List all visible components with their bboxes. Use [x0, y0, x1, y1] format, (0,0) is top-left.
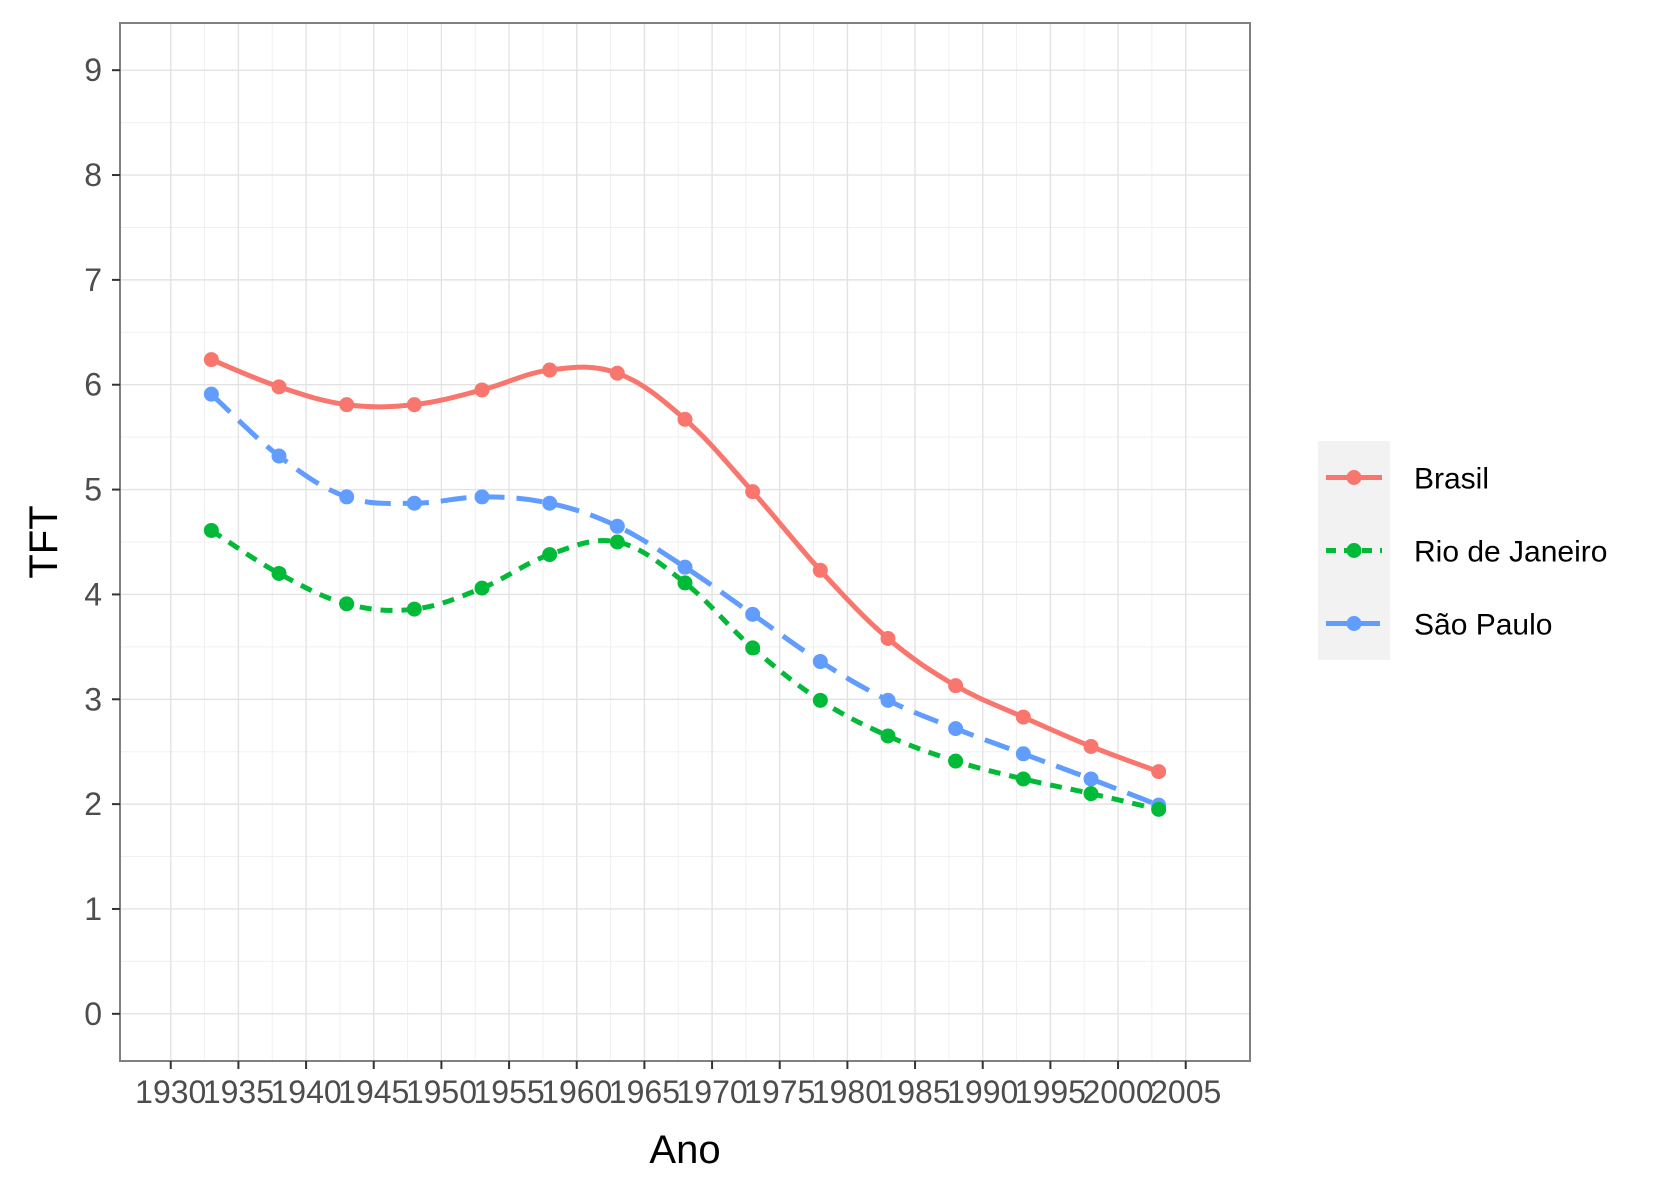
y-tick-label: 8 [84, 157, 102, 193]
x-tick-label: 1955 [473, 1074, 544, 1110]
data-point [271, 448, 287, 464]
legend-point [1346, 616, 1362, 631]
data-point [812, 562, 828, 578]
data-point [677, 575, 693, 591]
x-axis-title: Ano [649, 1128, 720, 1172]
data-point [203, 386, 219, 402]
y-tick-label: 6 [84, 367, 102, 403]
x-tick-label: 1935 [203, 1074, 274, 1110]
data-point [474, 580, 490, 596]
y-tick-label: 5 [84, 472, 102, 508]
data-point [1151, 801, 1167, 817]
data-point [880, 728, 896, 744]
x-tick-label: 1965 [609, 1074, 680, 1110]
data-point [609, 534, 625, 550]
grid-minor [120, 23, 1250, 1061]
series-sao-paulo [203, 386, 1167, 813]
data-point [745, 606, 761, 622]
data-point [474, 382, 490, 398]
x-tick-label: 1940 [270, 1074, 341, 1110]
x-tick-label: 1990 [947, 1074, 1018, 1110]
data-point [542, 362, 558, 378]
x-tick-label: 1945 [338, 1074, 409, 1110]
data-point [948, 753, 964, 769]
y-tick-label: 0 [84, 996, 102, 1032]
series-line-sao-paulo [209, 392, 1160, 808]
data-point [677, 559, 693, 575]
series-line-brasil [210, 357, 1160, 774]
x-tick-label: 1975 [744, 1074, 815, 1110]
data-point [406, 397, 422, 413]
data-point [406, 601, 422, 617]
data-point [271, 565, 287, 581]
panel-border [119, 22, 1251, 1062]
data-point [203, 352, 219, 368]
data-point [339, 489, 355, 505]
x-tick-label: 1930 [135, 1074, 206, 1110]
data-point [745, 484, 761, 500]
data-point [880, 692, 896, 708]
y-tick-label: 7 [84, 262, 102, 298]
x-tick-label: 1995 [1015, 1074, 1086, 1110]
data-point [948, 678, 964, 694]
data-point [677, 411, 693, 427]
data-point [1151, 764, 1167, 780]
data-point [542, 547, 558, 563]
x-tick-label: 1960 [541, 1074, 612, 1110]
data-point [609, 518, 625, 534]
data-point [609, 365, 625, 381]
legend-item-sao-paulo: São Paulo [1326, 609, 1552, 642]
legend-item-brasil: Brasil [1326, 463, 1489, 496]
x-tick-label: 1985 [879, 1074, 950, 1110]
legend-label: São Paulo [1414, 609, 1552, 642]
y-tick-label: 4 [84, 576, 102, 612]
legend: Brasil Rio de Janeiro São Paulo [1318, 441, 1607, 660]
data-point [339, 596, 355, 612]
data-point [812, 654, 828, 670]
legend-point [1346, 543, 1362, 558]
data-point [339, 397, 355, 413]
data-point [474, 489, 490, 505]
data-point [1015, 709, 1031, 725]
x-axis-ticks: 1930193519401945195019551960196519701975… [135, 1061, 1221, 1110]
series-rio-de-janeiro [203, 522, 1167, 817]
data-point [1083, 738, 1099, 754]
data-point [880, 630, 896, 646]
x-tick-label: 1980 [812, 1074, 883, 1110]
series-line-rio-de-janeiro [210, 528, 1160, 812]
y-tick-label: 1 [84, 891, 102, 927]
data-point [1015, 746, 1031, 762]
y-tick-label: 9 [84, 52, 102, 88]
data-point [812, 692, 828, 708]
data-point [271, 379, 287, 395]
data-point [745, 640, 761, 656]
series-brasil [203, 352, 1167, 780]
y-tick-label: 3 [84, 681, 102, 717]
legend-label: Brasil [1414, 463, 1489, 496]
legend-label: Rio de Janeiro [1414, 536, 1607, 569]
y-tick-label: 2 [84, 786, 102, 822]
data-point [203, 522, 219, 538]
x-tick-label: 2005 [1150, 1074, 1221, 1110]
x-tick-label: 2000 [1082, 1074, 1153, 1110]
legend-item-rio-de-janeiro: Rio de Janeiro [1326, 536, 1607, 569]
y-axis-ticks: 0 1 2 3 4 5 6 7 8 9 [84, 52, 120, 1032]
data-point [406, 495, 422, 511]
x-tick-label: 1970 [676, 1074, 747, 1110]
y-axis-title: TFT [22, 505, 66, 578]
series-layer [203, 352, 1167, 817]
data-point [542, 495, 558, 511]
data-point [1083, 771, 1099, 787]
data-point [1015, 771, 1031, 787]
data-point [948, 721, 964, 737]
legend-point [1346, 470, 1362, 485]
data-point [1083, 786, 1099, 802]
x-tick-label: 1950 [406, 1074, 477, 1110]
grid-major [120, 23, 1250, 1061]
